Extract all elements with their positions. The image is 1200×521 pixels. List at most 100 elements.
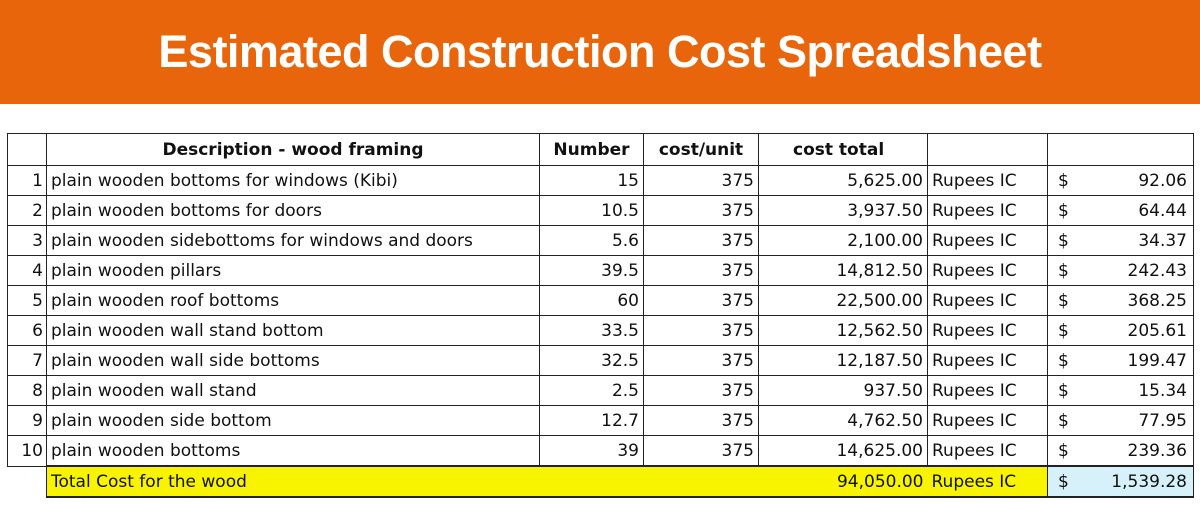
- row-number: 7: [7, 345, 47, 376]
- currency-cell: Rupees IC: [927, 285, 1048, 316]
- row-number: 1: [7, 165, 47, 196]
- table-row: 9 plain wooden side bottom 12.7 375 4,762.50…: [7, 405, 1194, 436]
- usd-amount-cell: 242.43: [1085, 255, 1194, 286]
- row-number: 6: [7, 315, 47, 346]
- dollar-sign-cell: $: [1047, 195, 1086, 226]
- cost-unit-cell: 375: [643, 405, 759, 436]
- number-cell: 32.5: [539, 345, 644, 376]
- total-fill-b: [643, 465, 759, 498]
- number-cell: 10.5: [539, 195, 644, 226]
- table-row: 5 plain wooden roof bottoms 60 375 22,500.00…: [7, 285, 1194, 316]
- description-cell: plain wooden roof bottoms: [46, 285, 540, 316]
- table-row: 8 plain wooden wall stand 2.5 375 937.50 Rupe…: [7, 375, 1194, 406]
- table-row: 10 plain wooden bottoms 39 375 14,625.00 Rupe…: [7, 435, 1194, 467]
- table-row: 7 plain wooden wall side bottoms 32.5 375 12…: [7, 345, 1194, 376]
- currency-cell: Rupees IC: [927, 435, 1048, 467]
- cost-unit-header: cost/unit: [643, 133, 759, 166]
- usd-amount-cell: 92.06: [1085, 165, 1194, 196]
- number-cell: 15: [539, 165, 644, 196]
- cost-total-cell: 14,625.00: [758, 435, 928, 467]
- cost-unit-cell: 375: [643, 225, 759, 256]
- cost-unit-cell: 375: [643, 285, 759, 316]
- cost-total-cell: 937.50: [758, 375, 928, 406]
- number-cell: 33.5: [539, 315, 644, 346]
- usd-amount-cell: 34.37: [1085, 225, 1194, 256]
- cost-total-cell: 22,500.00: [758, 285, 928, 316]
- description-cell: plain wooden pillars: [46, 255, 540, 286]
- dollar-sign-cell: $: [1047, 315, 1086, 346]
- currency-cell: Rupees IC: [927, 345, 1048, 376]
- dollar-sign-cell: $: [1047, 225, 1086, 256]
- number-cell: 60: [539, 285, 644, 316]
- usd-amount-cell: 239.36: [1085, 435, 1194, 467]
- total-dollar-sign: $: [1047, 465, 1086, 498]
- total-row: Total Cost for the wood 94,050.00 Rupees I…: [8, 465, 1194, 498]
- cost-total-cell: 3,937.50: [758, 195, 928, 226]
- row-number-header: [7, 133, 47, 166]
- cost-total-cell: 2,100.00: [758, 225, 928, 256]
- table-row: 6 plain wooden wall stand bottom 33.5 375 12…: [7, 315, 1194, 346]
- usd-amount-cell: 199.47: [1085, 345, 1194, 376]
- dollar-header: [1047, 133, 1086, 166]
- cost-unit-cell: 375: [643, 375, 759, 406]
- currency-header: [927, 133, 1048, 166]
- title-banner: Estimated Construction Cost Spreadsheet: [0, 0, 1200, 104]
- description-cell: plain wooden wall stand bottom: [46, 315, 540, 346]
- table-row: 4 plain wooden pillars 39.5 375 14,812.50 Rup…: [7, 255, 1194, 286]
- dollar-sign-cell: $: [1047, 375, 1086, 406]
- description-header: Description - wood framing: [46, 133, 540, 166]
- total-usd: 1,539.28: [1085, 465, 1194, 498]
- cost-total-cell: 14,812.50: [758, 255, 928, 286]
- number-cell: 12.7: [539, 405, 644, 436]
- row-number: 2: [7, 195, 47, 226]
- row-number: 3: [7, 225, 47, 256]
- number-cell: 39: [539, 435, 644, 467]
- cost-unit-cell: 375: [643, 255, 759, 286]
- dollar-sign-cell: $: [1047, 255, 1086, 286]
- usd-amount-cell: 77.95: [1085, 405, 1194, 436]
- row-number: 4: [7, 255, 47, 286]
- row-number: 8: [7, 375, 47, 406]
- header-row: Description - wood framing Number cost/u…: [7, 133, 1194, 166]
- dollar-sign-cell: $: [1047, 405, 1086, 436]
- total-fill-a: [539, 465, 644, 498]
- dollar-sign-cell: $: [1047, 435, 1086, 467]
- cost-unit-cell: 375: [643, 345, 759, 376]
- currency-cell: Rupees IC: [927, 405, 1048, 436]
- usd-amount-cell: 64.44: [1085, 195, 1194, 226]
- number-header: Number: [539, 133, 644, 166]
- description-cell: plain wooden side bottom: [46, 405, 540, 436]
- currency-cell: Rupees IC: [927, 255, 1048, 286]
- number-cell: 5.6: [539, 225, 644, 256]
- number-cell: 39.5: [539, 255, 644, 286]
- table-row: 2 plain wooden bottoms for doors 10.5 375 3,…: [7, 195, 1194, 226]
- usd-amount-cell: 205.61: [1085, 315, 1194, 346]
- description-cell: plain wooden sidebottoms for windows and…: [46, 225, 540, 256]
- currency-cell: Rupees IC: [927, 165, 1048, 196]
- row-number: 5: [7, 285, 47, 316]
- total-currency: Rupees IC: [927, 465, 1048, 498]
- row-number: 10: [7, 435, 47, 467]
- description-cell: plain wooden bottoms: [46, 435, 540, 467]
- total-label: Total Cost for the wood: [46, 465, 540, 498]
- description-cell: plain wooden wall stand: [46, 375, 540, 406]
- dollar-sign-cell: $: [1047, 345, 1086, 376]
- cost-unit-cell: 375: [643, 195, 759, 226]
- cost-total-cell: 12,187.50: [758, 345, 928, 376]
- cost-unit-cell: 375: [643, 315, 759, 346]
- number-cell: 2.5: [539, 375, 644, 406]
- description-cell: plain wooden wall side bottoms: [46, 345, 540, 376]
- cost-total-cell: 12,562.50: [758, 315, 928, 346]
- currency-cell: Rupees IC: [927, 195, 1048, 226]
- total-spacer: [8, 466, 47, 497]
- table-row: 3 plain wooden sidebottoms for windows an…: [7, 225, 1194, 256]
- usd-amount-cell: 15.34: [1085, 375, 1194, 406]
- dollar-sign-cell: $: [1047, 165, 1086, 196]
- cost-total-cell: 4,762.50: [758, 405, 928, 436]
- description-cell: plain wooden bottoms for doors: [46, 195, 540, 226]
- description-cell: plain wooden bottoms for windows (Kibi): [46, 165, 540, 196]
- cost-unit-cell: 375: [643, 165, 759, 196]
- cost-total-cell: 5,625.00: [758, 165, 928, 196]
- page-title: Estimated Construction Cost Spreadsheet: [158, 26, 1042, 77]
- usd-amount-cell: 368.25: [1085, 285, 1194, 316]
